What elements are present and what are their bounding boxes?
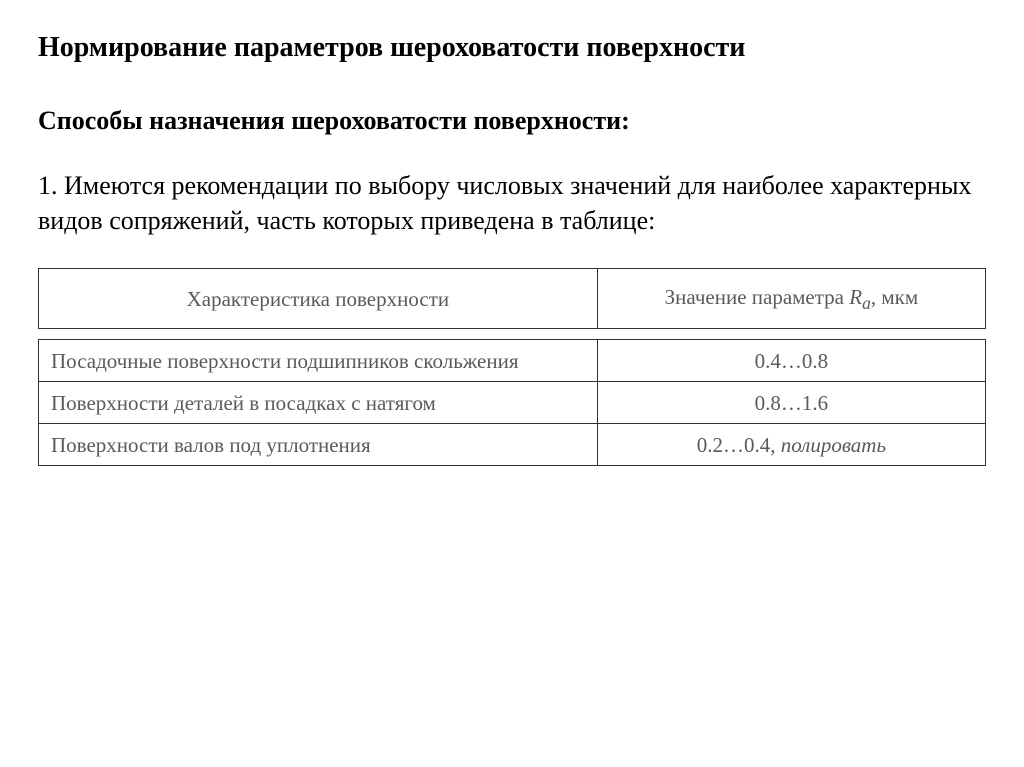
cell-value: 0.2…0.4, полировать [597,423,985,465]
col2-symbol-main: R [849,285,862,309]
table-row: Посадочные поверхности подшипников сколь… [39,339,986,381]
cell-value-text: 0.2…0.4, [697,433,781,457]
table-row: Поверхности деталей в посадках с натягом… [39,381,986,423]
page-title: Нормирование параметров шероховатости по… [38,30,986,65]
table-row: Поверхности валов под уплотнения 0.2…0.4… [39,423,986,465]
cell-label: Поверхности валов под уплотнения [39,423,598,465]
cell-value: 0.8…1.6 [597,381,985,423]
cell-value-text: 0.8…1.6 [755,391,829,415]
col2-prefix: Значение параметра [665,285,850,309]
table-header-row: Характеристика поверхности Значение пара… [39,268,986,328]
paragraph-1: 1. Имеются рекомендации по выбору числов… [38,168,986,238]
cell-value: 0.4…0.8 [597,339,985,381]
col2-suffix: , мкм [871,285,918,309]
col-header-value: Значение параметра Ra, мкм [597,268,985,328]
roughness-table: Характеристика поверхности Значение пара… [38,268,986,466]
table-spacer [39,328,986,339]
col-header-characteristic: Характеристика поверхности [39,268,598,328]
cell-value-text: 0.4…0.8 [755,349,829,373]
subtitle: Способы назначения шероховатости поверхн… [38,105,986,138]
col2-symbol-sub: a [862,293,871,313]
cell-label: Поверхности деталей в посадках с натягом [39,381,598,423]
cell-value-suffix: полировать [781,433,886,457]
cell-label: Посадочные поверхности подшипников сколь… [39,339,598,381]
